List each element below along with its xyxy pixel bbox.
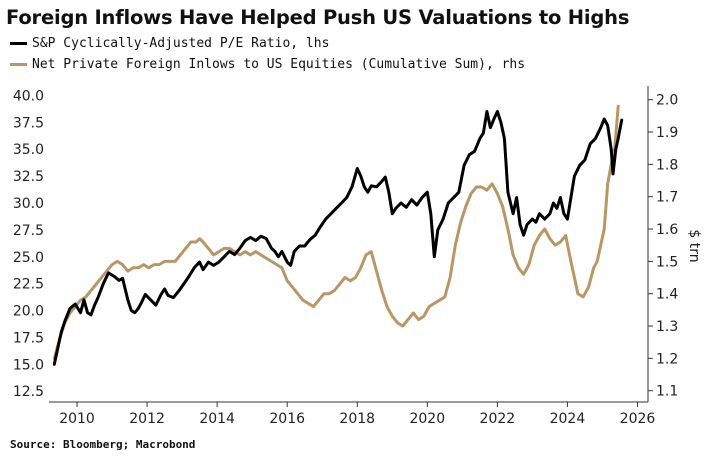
- y-left-tick-label: 30.0: [13, 196, 44, 212]
- legend-label-foreign-inflows: Net Private Foreign Inlows to US Equitie…: [32, 57, 526, 72]
- x-tick-label: 2010: [59, 411, 95, 427]
- x-tick-label: 2012: [129, 411, 165, 427]
- y-left-tick-label: 35.0: [13, 142, 44, 158]
- y-left-tick-label: 25.0: [13, 250, 44, 266]
- series-layer: [52, 104, 624, 366]
- chart-title: Foreign Inflows Have Helped Push US Valu…: [6, 6, 630, 29]
- y-right-tick-label: 1.7: [656, 190, 678, 206]
- y-right-tick-label: 1.6: [656, 222, 678, 238]
- y-right-tick-label: 1.1: [656, 384, 678, 400]
- series-line-foreign-inflows: [52, 104, 620, 360]
- x-tick-label: 2022: [480, 411, 516, 427]
- x-tick-label: 2026: [620, 411, 656, 427]
- x-tick-label: 2014: [199, 411, 235, 427]
- legend-swatch-foreign-inflows: [10, 63, 27, 66]
- y-right-tick-label: 1.2: [656, 351, 678, 367]
- x-tick-label: 2016: [269, 411, 305, 427]
- series-line-cape: [52, 110, 624, 366]
- y-left-tick-label: 37.5: [13, 115, 44, 131]
- y-right-tick-label: 1.4: [656, 287, 678, 303]
- y-right-tick-label: 1.5: [656, 254, 678, 270]
- x-tick-label: 2024: [550, 411, 586, 427]
- y-left-tick-label: 40.0: [13, 88, 44, 104]
- legend-label-cape: S&P Cyclically-Adjusted P/E Ratio, lhs: [32, 36, 330, 51]
- y-left-tick-label: 20.0: [13, 304, 44, 320]
- x-tick-label: 2018: [339, 411, 375, 427]
- chart-axes: 2010 2012 2014 2016 2018 2020 2022 2024 2026 12.5…: [13, 86, 702, 427]
- y-left-tick-label: 32.5: [13, 169, 44, 185]
- legend-item-foreign-inflows: Net Private Foreign Inlows to US Equitie…: [10, 57, 525, 72]
- x-tick-label: 2020: [409, 411, 445, 427]
- y-right-tick-label: 1.3: [656, 319, 678, 335]
- y-right-tick-label: 2.0: [656, 93, 678, 109]
- y-right-axis-label: $ trn: [686, 229, 702, 262]
- y-right-tick-label: 1.8: [656, 157, 678, 173]
- legend-item-cape: S&P Cyclically-Adjusted P/E Ratio, lhs: [10, 36, 329, 51]
- y-left-tick-label: 17.5: [13, 330, 44, 346]
- legend-swatch-cape: [10, 42, 27, 45]
- y-left-tick-label: 15.0: [13, 357, 44, 373]
- y-right-tick-label: 1.9: [656, 125, 678, 141]
- source-note: Source: Bloomberg; Macrobond: [10, 438, 196, 451]
- y-left-tick-label: 22.5: [13, 277, 44, 293]
- y-left-tick-label: 27.5: [13, 223, 44, 239]
- y-left-tick-label: 12.5: [13, 384, 44, 400]
